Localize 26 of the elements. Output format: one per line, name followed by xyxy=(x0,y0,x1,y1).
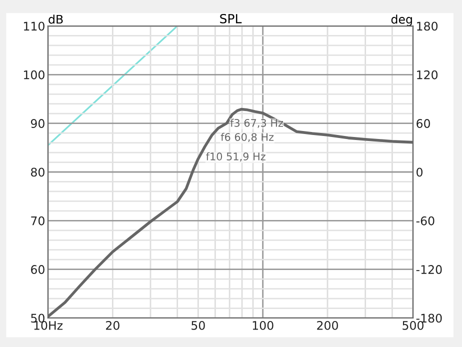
y2-tick-label: 120 xyxy=(417,70,438,80)
y-tick-label: 50 xyxy=(31,314,44,323)
x-tick-label: 200 xyxy=(317,320,338,330)
y2-tick-label: -120 xyxy=(416,265,442,274)
x-tick-label: 20 xyxy=(106,320,120,330)
y2-tick-label: -60 xyxy=(416,216,434,226)
x-tick-label: 50 xyxy=(192,320,205,330)
y-tick-label: 80 xyxy=(31,168,44,177)
y-tick-label: 110 xyxy=(24,22,44,31)
annotation: f10 51,9 Hz xyxy=(206,152,266,162)
y2-tick-label: 60 xyxy=(416,119,430,128)
y-tick-label: 100 xyxy=(24,70,44,80)
annotation: f6 60,8 Hz xyxy=(220,132,274,142)
y-tick-label: 90 xyxy=(30,119,44,128)
y2-tick-label: 0 xyxy=(416,168,423,177)
x-tick-label: 500 xyxy=(402,320,424,330)
chart-title: SPL xyxy=(220,14,242,24)
x-tick-label: 100 xyxy=(252,320,274,330)
annotation: f3 67,3 Hz xyxy=(230,118,284,128)
y2-axis-title: deg xyxy=(391,14,412,26)
y2-tick-label: 180 xyxy=(417,22,438,31)
y2-tick-label: -180 xyxy=(416,314,442,323)
y-axis-title: dB xyxy=(48,14,63,24)
x-tick-label: 10Hz xyxy=(34,320,63,330)
y-tick-label: 60 xyxy=(31,265,44,274)
y-tick-label: 70 xyxy=(31,216,44,226)
